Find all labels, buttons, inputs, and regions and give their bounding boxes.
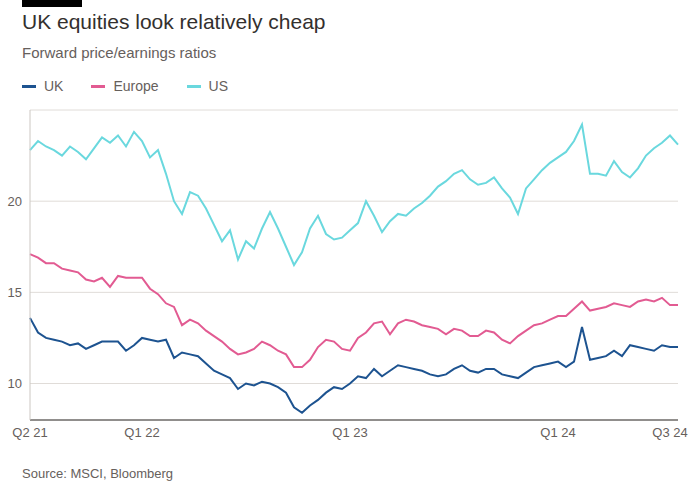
html-text:US: US bbox=[208, 78, 229, 94]
html-text:Europe: Europe bbox=[113, 78, 159, 94]
html-text:Forward price/earnings ratios: Forward price/earnings ratios bbox=[22, 44, 217, 61]
html-text:Source: MSCI, Bloomberg: Source: MSCI, Bloomberg bbox=[22, 466, 173, 481]
svg-text:Q3 24: Q3 24 bbox=[652, 425, 687, 440]
html-text:UK equities look relatively ch: UK equities look relatively cheap bbox=[22, 10, 326, 33]
svg-text:Q1 24: Q1 24 bbox=[540, 425, 575, 440]
svg-text:10: 10 bbox=[8, 376, 22, 391]
svg-text:Q1 23: Q1 23 bbox=[332, 425, 367, 440]
svg-text:20: 20 bbox=[8, 194, 22, 209]
html-text:UK: UK bbox=[44, 78, 64, 94]
svg-text:15: 15 bbox=[8, 285, 22, 300]
svg-text:Q2 21: Q2 21 bbox=[12, 425, 47, 440]
svg-text:Q1 22: Q1 22 bbox=[124, 425, 159, 440]
